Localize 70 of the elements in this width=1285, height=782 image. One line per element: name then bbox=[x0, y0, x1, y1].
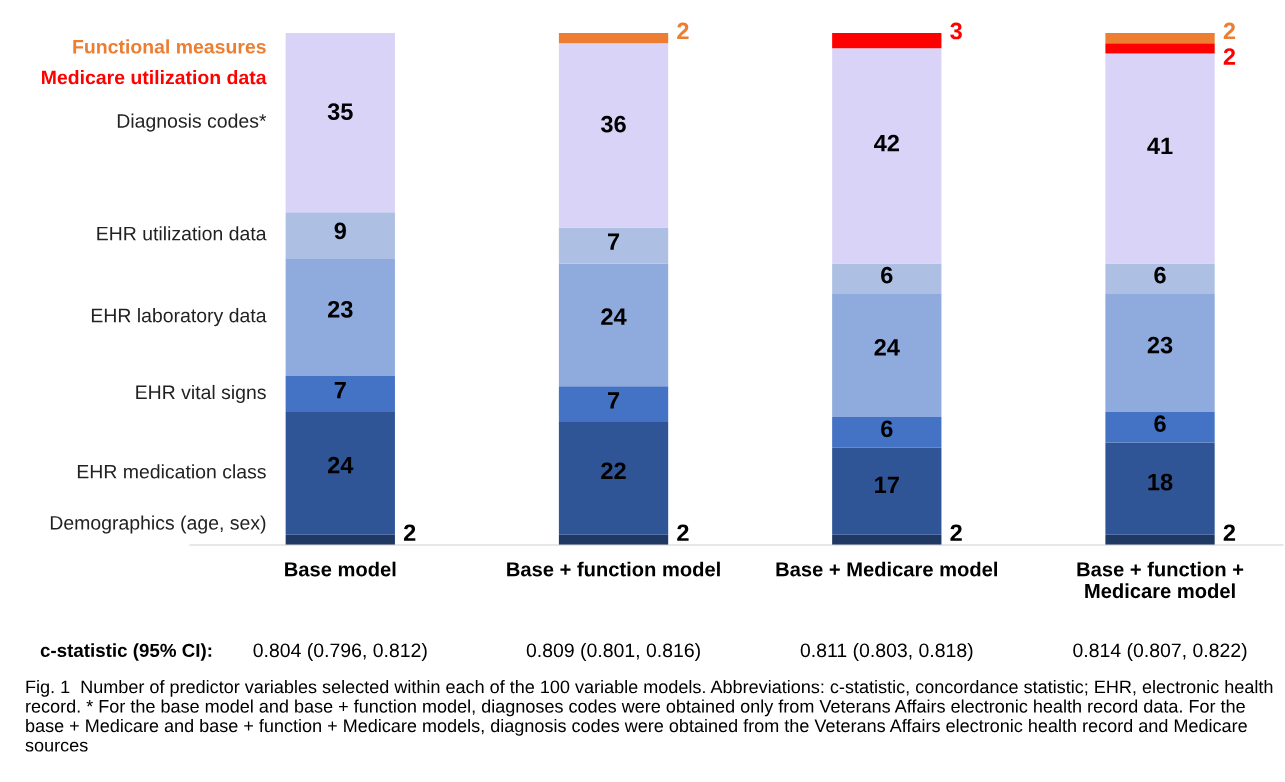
bar bbox=[285, 212, 395, 259]
series-label: EHR laboratory data bbox=[91, 308, 267, 327]
x-tick-label: Base + function + Medicare model bbox=[1077, 561, 1244, 599]
bar bbox=[1105, 294, 1215, 412]
series-label: EHR utilization data bbox=[97, 226, 267, 241]
data-label: 22 bbox=[601, 462, 626, 479]
data-label: 2 bbox=[677, 22, 689, 40]
bar bbox=[285, 376, 395, 412]
series-label: Diagnosis codes* bbox=[117, 113, 267, 132]
bar bbox=[1105, 43, 1215, 54]
data-label: 2 bbox=[1223, 48, 1236, 65]
data-label: 2 bbox=[950, 524, 962, 541]
data-label: 2 bbox=[1223, 524, 1236, 541]
data-label: 18 bbox=[1148, 473, 1173, 491]
x-tick-label: Base + function model bbox=[507, 561, 720, 577]
data-label: 7 bbox=[607, 233, 620, 250]
bar bbox=[558, 33, 669, 44]
bar bbox=[285, 33, 395, 213]
data-label: 2 bbox=[677, 524, 689, 541]
caption: Fig. 1 Number of predictor variables selected within each of the 100 variable models. Abbreviations: c-statistic, concordance statistic; EHR, electronic health record. * For the base model and base + function model, diagnoses codes were obtained only from Veterans Affairs electronic health record data. For the base + Medicare and base + function + Medicare models, diagnosis codes were obtained from the Veterans Affairs electronic health record and Medicare sources bbox=[25, 680, 1273, 752]
text: Functional measures bbox=[73, 39, 266, 54]
text: 0.804 (0.796, 0.812) bbox=[253, 642, 427, 662]
bar bbox=[558, 227, 669, 264]
data-label: 3 bbox=[950, 22, 962, 40]
data-label: 6 bbox=[881, 420, 893, 438]
bar bbox=[558, 43, 669, 228]
text: Medicare utilization data bbox=[42, 70, 267, 85]
text: c-statistic (95% CI): bbox=[40, 643, 212, 661]
data-label: 41 bbox=[1147, 137, 1173, 155]
data-label: 24 bbox=[874, 339, 900, 356]
bar bbox=[285, 258, 395, 377]
text: 0.811 (0.803, 0.818) bbox=[800, 642, 973, 662]
data-label: 23 bbox=[1147, 336, 1173, 354]
data-label: 7 bbox=[334, 382, 346, 399]
series-label: Demographics (age, sex) bbox=[50, 515, 266, 534]
data-label: 17 bbox=[875, 476, 899, 493]
data-label: 6 bbox=[881, 266, 893, 284]
bar bbox=[832, 417, 942, 448]
data-label: 9 bbox=[334, 222, 346, 240]
bar bbox=[558, 422, 669, 535]
bar bbox=[558, 263, 669, 387]
series-label: EHR vital signs bbox=[136, 384, 266, 404]
data-label: 24 bbox=[601, 308, 627, 325]
bar bbox=[558, 386, 669, 423]
bar bbox=[1105, 53, 1215, 264]
data-label: 42 bbox=[874, 134, 899, 152]
series-label: EHR medication class bbox=[77, 464, 266, 479]
data-label: 6 bbox=[1154, 415, 1166, 433]
bar bbox=[1105, 411, 1215, 443]
data-label: 23 bbox=[327, 300, 353, 318]
bar bbox=[285, 411, 395, 535]
bar bbox=[1105, 263, 1215, 295]
data-label: 6 bbox=[1154, 266, 1166, 284]
x-tick-label: Base + Medicare model bbox=[776, 561, 998, 577]
data-label: 2 bbox=[1223, 22, 1236, 40]
x-tick-label: Base model bbox=[285, 561, 396, 577]
data-label: 7 bbox=[607, 392, 620, 409]
data-label: 36 bbox=[600, 115, 626, 133]
bar bbox=[832, 33, 942, 49]
bar bbox=[832, 263, 942, 295]
bar bbox=[1105, 33, 1215, 44]
bar bbox=[1105, 442, 1215, 535]
bar bbox=[832, 48, 942, 264]
bar bbox=[832, 294, 942, 417]
bar bbox=[832, 447, 942, 535]
text: 0.814 (0.807, 0.822) bbox=[1073, 642, 1247, 662]
data-label: 35 bbox=[327, 103, 353, 121]
data-label: 2 bbox=[403, 524, 416, 541]
data-label: 24 bbox=[327, 456, 354, 474]
text: 0.809 (0.801, 0.816) bbox=[526, 642, 700, 662]
